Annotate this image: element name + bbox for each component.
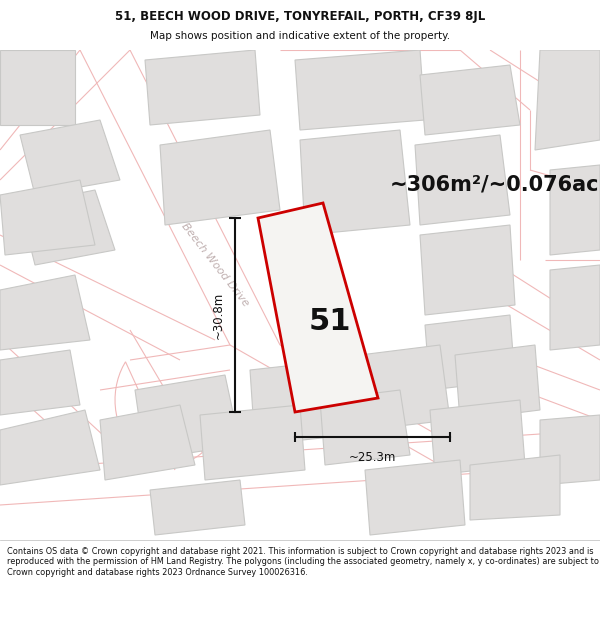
Polygon shape: [425, 315, 515, 390]
Text: ~30.8m: ~30.8m: [212, 291, 225, 339]
Text: ~25.3m: ~25.3m: [349, 451, 396, 464]
Text: Beech Wood Drive: Beech Wood Drive: [179, 221, 251, 309]
Polygon shape: [145, 50, 260, 125]
Polygon shape: [0, 180, 95, 255]
Polygon shape: [135, 375, 240, 460]
Text: 51: 51: [309, 308, 351, 336]
Polygon shape: [258, 203, 378, 412]
Polygon shape: [365, 460, 465, 535]
Text: Map shows position and indicative extent of the property.: Map shows position and indicative extent…: [150, 31, 450, 41]
Polygon shape: [150, 480, 245, 535]
Polygon shape: [20, 120, 120, 195]
Polygon shape: [20, 190, 115, 265]
Polygon shape: [540, 415, 600, 485]
Text: Contains OS data © Crown copyright and database right 2021. This information is : Contains OS data © Crown copyright and d…: [7, 547, 599, 577]
Polygon shape: [300, 130, 410, 235]
Polygon shape: [0, 350, 80, 415]
Text: 51, BEECH WOOD DRIVE, TONYREFAIL, PORTH, CF39 8JL: 51, BEECH WOOD DRIVE, TONYREFAIL, PORTH,…: [115, 10, 485, 23]
Polygon shape: [535, 50, 600, 150]
Polygon shape: [0, 410, 100, 485]
Polygon shape: [550, 165, 600, 255]
Polygon shape: [250, 360, 350, 445]
Polygon shape: [295, 50, 425, 130]
Polygon shape: [360, 345, 450, 430]
Polygon shape: [320, 390, 410, 465]
Polygon shape: [0, 50, 75, 125]
Polygon shape: [550, 265, 600, 350]
Polygon shape: [100, 405, 195, 480]
Polygon shape: [200, 405, 305, 480]
Polygon shape: [420, 225, 515, 315]
Text: ~306m²/~0.076ac.: ~306m²/~0.076ac.: [390, 175, 600, 195]
Polygon shape: [415, 135, 510, 225]
Polygon shape: [420, 65, 520, 135]
Polygon shape: [455, 345, 540, 420]
Polygon shape: [430, 400, 525, 475]
Polygon shape: [0, 275, 90, 350]
Polygon shape: [160, 130, 280, 225]
Polygon shape: [470, 455, 560, 520]
